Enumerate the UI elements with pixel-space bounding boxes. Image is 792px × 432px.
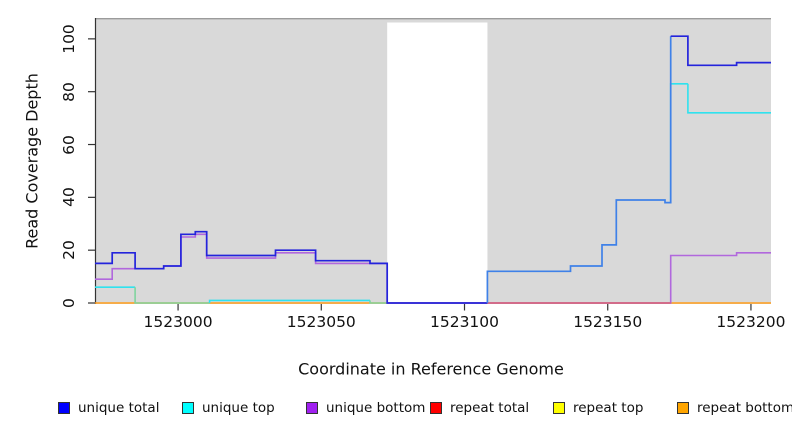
legend-swatch: [182, 402, 194, 414]
y-tick-label: 100: [60, 24, 78, 54]
y-tick-label: 80: [60, 81, 78, 102]
white-band: [387, 22, 488, 304]
series-unique-top-line: [208, 299, 370, 303]
legend-label: repeat total: [450, 400, 530, 416]
legend-label: unique top: [202, 400, 275, 416]
x-axis-title: Coordinate in Reference Genome: [298, 359, 564, 379]
series-unique-total-line: [486, 36, 672, 303]
x-tick-label: 1523000: [143, 313, 213, 331]
series-unique-top-line: [687, 83, 771, 114]
series-unique-total-line: [95, 230, 488, 304]
y-axis-title: Read Coverage Depth: [22, 73, 42, 249]
series-unique-total-line: [670, 35, 771, 67]
series-unique-top-line: [134, 287, 210, 304]
x-tick-label: 1523200: [716, 313, 786, 331]
legend-item-repeat-total: repeat total: [430, 400, 529, 416]
legend-swatch: [553, 402, 565, 414]
legend-item-unique-bottom: unique bottom: [306, 400, 425, 416]
legend: unique total unique top unique bottom repea…: [0, 400, 792, 420]
legend-label: repeat bottom: [697, 400, 792, 416]
legend-swatch: [306, 402, 318, 414]
x-tick-label: 1523100: [429, 313, 500, 331]
legend-item-unique-top: unique top: [182, 400, 275, 416]
x-tick-label: 1523150: [573, 313, 643, 331]
series-unique-top-line: [369, 300, 388, 304]
legend-item-repeat-top: repeat top: [553, 400, 643, 416]
legend-label: unique bottom: [326, 400, 426, 416]
legend-swatch: [677, 402, 689, 414]
y-tick-label: 60: [60, 134, 78, 155]
legend-label: repeat top: [573, 400, 644, 416]
legend-item-unique-total: unique total: [58, 400, 159, 416]
legend-label: unique total: [78, 400, 160, 416]
y-tick-label: 40: [60, 187, 78, 208]
legend-swatch: [58, 402, 70, 414]
legend-swatch: [430, 402, 442, 414]
x-tick-label: 1523050: [286, 313, 356, 331]
y-tick-label: 20: [60, 240, 78, 261]
legend-item-repeat-bottom: repeat bottom: [677, 400, 792, 416]
y-tick-label: 0: [60, 298, 78, 308]
